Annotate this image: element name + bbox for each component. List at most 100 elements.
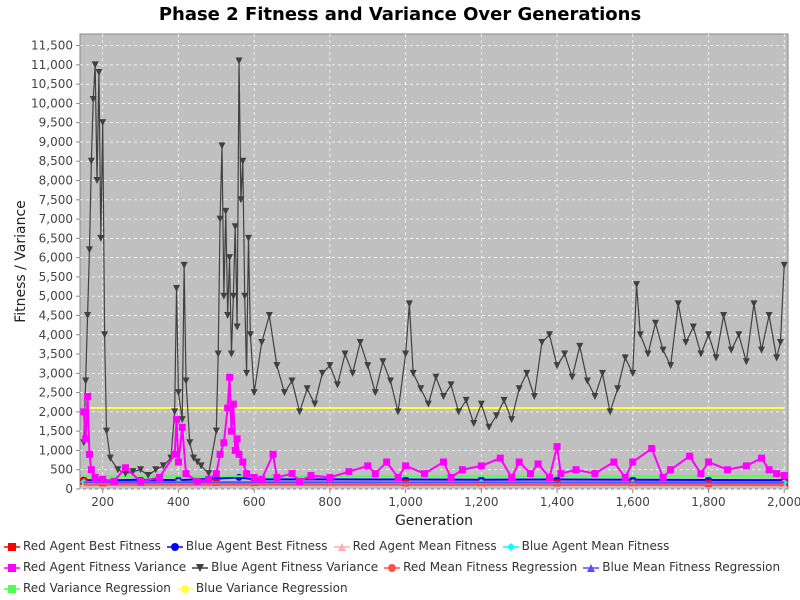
data-point	[432, 373, 440, 381]
data-point	[417, 385, 425, 393]
data-point	[659, 346, 667, 354]
legend-swatch-marker	[337, 542, 346, 551]
legend-swatch-marker	[8, 584, 16, 593]
data-point	[629, 369, 637, 377]
data-point	[84, 311, 92, 319]
data-point	[87, 157, 95, 165]
grid-lines	[80, 34, 788, 490]
legend-swatch	[502, 542, 519, 551]
legend-swatch-marker	[388, 563, 397, 572]
data-point	[186, 439, 194, 447]
y-tick-label: 8,500	[39, 154, 73, 168]
data-point	[704, 458, 712, 466]
series-layer	[80, 57, 788, 489]
data-point	[87, 466, 95, 474]
data-point	[458, 466, 466, 474]
data-point	[84, 392, 92, 400]
data-point	[82, 435, 90, 443]
data-point	[492, 412, 500, 420]
data-point	[239, 458, 247, 466]
data-point	[780, 261, 788, 269]
data-point	[780, 472, 788, 480]
data-point	[477, 462, 485, 470]
data-point	[333, 381, 341, 389]
data-point	[349, 369, 357, 377]
data-point	[667, 466, 675, 474]
data-point	[95, 69, 103, 77]
legend-label: Red Variance Regression	[23, 581, 171, 595]
data-point	[636, 331, 644, 339]
y-tick-label: 5,000	[39, 289, 73, 303]
data-point	[386, 377, 394, 385]
data-point	[318, 369, 326, 377]
legend-swatch	[384, 563, 401, 572]
data-point	[583, 377, 591, 385]
data-point	[101, 331, 109, 339]
data-point	[237, 196, 245, 204]
data-point	[212, 427, 220, 435]
data-point	[121, 464, 129, 472]
data-point	[402, 462, 410, 470]
y-tick-label: 2,000	[39, 405, 73, 419]
data-point	[667, 362, 675, 370]
data-point	[534, 460, 542, 468]
legend-item: Blue Agent Best Fitness	[166, 536, 328, 557]
data-point	[93, 177, 101, 185]
legend-item: Red Agent Best Fitness	[4, 536, 161, 557]
data-point	[214, 350, 222, 358]
legend-swatch	[333, 542, 350, 551]
data-point	[674, 300, 682, 308]
data-point	[568, 373, 576, 381]
data-point	[326, 362, 334, 370]
data-point	[174, 389, 182, 397]
data-point	[144, 472, 152, 480]
data-point	[553, 443, 561, 451]
data-point	[538, 338, 546, 346]
data-point	[470, 419, 478, 427]
data-point	[246, 331, 254, 339]
data-point	[311, 400, 319, 408]
data-point	[235, 473, 243, 481]
x-tick-label: 800	[318, 495, 341, 509]
data-point	[727, 346, 735, 354]
legend-swatch-marker	[170, 542, 179, 551]
x-axis-label: Generation	[395, 513, 473, 529]
data-point	[682, 338, 690, 346]
legend-label: Blue Variance Regression	[195, 581, 348, 595]
data-point	[229, 400, 237, 408]
data-point	[296, 408, 304, 416]
legend-label: Blue Agent Mean Fitness	[521, 539, 670, 553]
data-point	[462, 396, 470, 404]
data-point	[712, 354, 720, 362]
data-point	[598, 369, 606, 377]
x-tick-label: 400	[167, 495, 190, 509]
y-tick-label: 4,500	[39, 308, 73, 322]
data-point	[250, 389, 258, 397]
series-red-agent-fitness-variance	[80, 373, 788, 485]
data-point	[364, 462, 372, 470]
data-point	[757, 346, 765, 354]
legend-item: Red Variance Regression	[4, 578, 171, 599]
data-point	[288, 470, 296, 478]
data-point	[97, 234, 105, 242]
y-axis-label: Fitness / Variance	[13, 200, 29, 323]
data-point	[227, 427, 235, 435]
data-point	[229, 292, 237, 300]
data-point	[742, 358, 750, 366]
y-tick-label: 9,000	[39, 135, 73, 149]
data-point	[231, 223, 239, 231]
data-point	[742, 462, 750, 470]
x-tick-label: 2,000	[767, 495, 800, 509]
data-point	[383, 458, 391, 466]
data-point	[576, 342, 584, 350]
data-point	[89, 96, 97, 104]
data-point	[205, 470, 213, 478]
data-point	[243, 369, 251, 377]
data-point	[757, 454, 765, 462]
data-point	[216, 450, 224, 458]
data-point	[621, 354, 629, 362]
data-point	[226, 373, 234, 381]
data-point	[447, 381, 455, 389]
legend-swatch-marker	[8, 563, 16, 572]
data-point	[545, 331, 553, 339]
